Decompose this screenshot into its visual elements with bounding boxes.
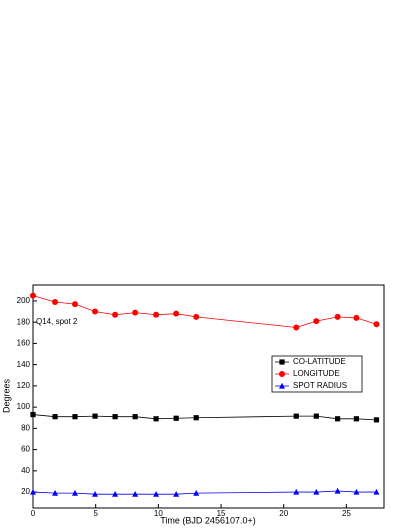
marker (353, 314, 360, 321)
y-tick-label: 160 (17, 339, 31, 348)
marker (92, 308, 99, 315)
y-tick-label: 100 (17, 402, 31, 411)
x-tick-label: 25 (342, 509, 351, 518)
marker (92, 490, 99, 497)
marker (353, 416, 360, 422)
marker (30, 411, 36, 418)
y-tick-label: 40 (21, 466, 30, 475)
marker (293, 324, 300, 331)
marker (72, 414, 78, 420)
marker (71, 301, 78, 308)
x-tick-label: 15 (217, 509, 226, 518)
marker (52, 489, 59, 496)
y-tick-label: 180 (17, 317, 31, 326)
marker (313, 488, 320, 495)
marker (334, 487, 341, 494)
y-tick-label: 120 (17, 381, 31, 390)
y-axis-label: Degrees (1, 378, 11, 413)
plot-frame (32, 284, 385, 509)
marker (279, 359, 285, 365)
marker (193, 489, 200, 496)
marker (71, 489, 78, 496)
series-line (32, 490, 377, 495)
marker (112, 311, 119, 318)
y-tick-label: 200 (17, 296, 31, 305)
legend-label: LONGITUDE (293, 369, 340, 378)
marker (132, 490, 139, 497)
x-tick-label: 20 (279, 509, 288, 518)
marker (132, 309, 139, 316)
marker (52, 414, 58, 420)
marker (173, 415, 179, 421)
marker (153, 311, 160, 318)
marker (92, 413, 98, 419)
marker (153, 490, 160, 497)
y-tick-label: 60 (21, 445, 30, 454)
marker (373, 488, 380, 495)
y-tick-label: 80 (21, 423, 30, 432)
legend-label: SPOT RADIUS (293, 381, 347, 390)
marker (334, 313, 341, 320)
marker (279, 382, 285, 389)
marker (52, 298, 59, 305)
marker (193, 313, 200, 320)
x-axis-label: Time (BJD 2456107.0+) (160, 515, 255, 525)
marker (313, 413, 319, 419)
marker (353, 488, 360, 495)
legend-label: CO-LATITUDE (293, 357, 346, 366)
marker (279, 371, 285, 377)
marker (373, 417, 380, 423)
y-tick-label: 20 (21, 487, 30, 496)
x-tick-label: 5 (93, 509, 98, 518)
marker (373, 321, 380, 328)
marker (132, 414, 138, 420)
x-tick-label: 10 (154, 509, 163, 518)
marker (193, 415, 199, 421)
series-line (32, 295, 377, 328)
marker (173, 310, 180, 317)
marker (335, 416, 341, 422)
series-line (32, 414, 377, 421)
marker (293, 488, 300, 495)
marker (30, 292, 36, 299)
marker (153, 416, 159, 422)
marker (173, 490, 180, 497)
x-tick-label: 0 (31, 509, 36, 518)
marker (30, 488, 36, 495)
marker (293, 413, 299, 419)
marker (112, 414, 118, 420)
marker (112, 490, 119, 497)
y-tick-label: 140 (17, 360, 31, 369)
annotation: Q14, spot 2 (36, 317, 78, 326)
marker (313, 318, 320, 325)
